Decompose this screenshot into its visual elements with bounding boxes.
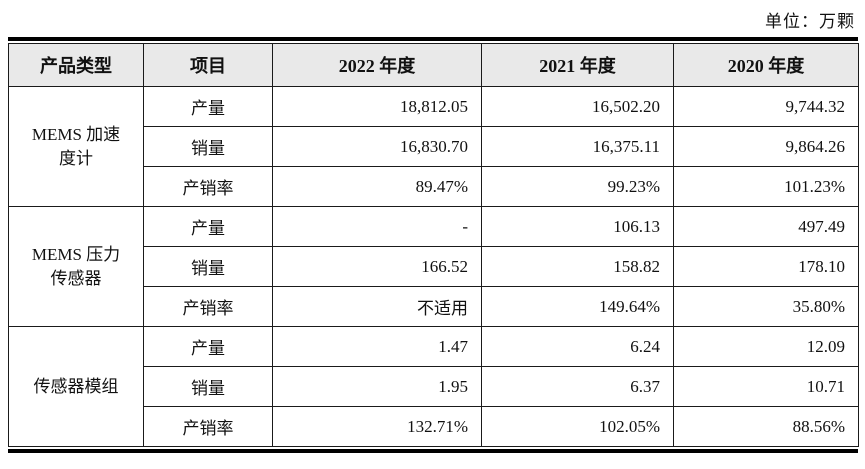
value-cell-2021: 16,375.11 <box>481 126 674 167</box>
value-cell-2021: 99.23% <box>481 166 674 207</box>
value-cell-2020: 9,864.26 <box>673 126 859 167</box>
item-cell: 销量 <box>143 246 273 287</box>
item-cell: 产量 <box>143 326 273 367</box>
item-cell: 销量 <box>143 366 273 407</box>
col-header-year-2022: 2022 年度 <box>272 43 482 87</box>
value-cell-2021: 6.37 <box>481 366 674 407</box>
table-row: 产销率 132.71% 102.05% 88.56% <box>9 406 859 447</box>
table-row: 销量 16,830.70 16,375.11 9,864.26 <box>9 126 859 167</box>
table-row: MEMS 加速 度计 产量 18,812.05 16,502.20 9,744.… <box>8 86 859 207</box>
value-cell-2022: 不适用 <box>272 286 482 327</box>
value-cell-2022: 1.95 <box>272 366 482 407</box>
production-sales-table: 产品类型 项目 2022 年度 2021 年度 2020 年度 MEMS 加速 … <box>8 37 859 453</box>
item-cell: 产销率 <box>143 286 273 327</box>
table-row: 传感器模组 产量 1.47 6.24 12.09 <box>8 326 859 447</box>
table-row: 产销率 不适用 149.64% 35.80% <box>9 286 859 327</box>
data-table: 产品类型 项目 2022 年度 2021 年度 2020 年度 MEMS 加速 … <box>8 43 859 447</box>
value-cell-2021: 6.24 <box>481 326 674 367</box>
value-cell-2020: 10.71 <box>673 366 859 407</box>
value-cell-2021: 158.82 <box>481 246 674 287</box>
value-cell-2020: 101.23% <box>673 166 859 207</box>
item-cell: 产量 <box>143 206 273 247</box>
value-cell-2022: 16,830.70 <box>272 126 482 167</box>
value-cell-2022: 166.52 <box>272 246 482 287</box>
value-cell-2021: 16,502.20 <box>481 86 674 127</box>
value-cell-2020: 9,744.32 <box>673 86 859 127</box>
value-cell-2020: 178.10 <box>673 246 859 287</box>
product-name-cell: 传感器模组 <box>8 326 144 447</box>
value-cell-2020: 35.80% <box>673 286 859 327</box>
table-row: 销量 1.95 6.37 10.71 <box>9 366 859 407</box>
value-cell-2022: 18,812.05 <box>272 86 482 127</box>
col-header-year-2021: 2021 年度 <box>481 43 674 87</box>
value-cell-2021: 106.13 <box>481 206 674 247</box>
product-name-cell: MEMS 压力 传感器 <box>8 206 144 327</box>
col-header-year-2020: 2020 年度 <box>673 43 859 87</box>
col-header-product-type: 产品类型 <box>8 43 144 87</box>
value-cell-2022: - <box>272 206 482 247</box>
value-cell-2022: 132.71% <box>272 406 482 447</box>
table-row: MEMS 压力 传感器 产量 - 106.13 497.49 <box>8 206 859 327</box>
value-cell-2020: 88.56% <box>673 406 859 447</box>
item-cell: 销量 <box>143 126 273 167</box>
value-cell-2020: 497.49 <box>673 206 859 247</box>
value-cell-2021: 102.05% <box>481 406 674 447</box>
value-cell-2021: 149.64% <box>481 286 674 327</box>
table-row: 销量 166.52 158.82 178.10 <box>9 246 859 287</box>
item-cell: 产销率 <box>143 166 273 207</box>
value-cell-2022: 89.47% <box>272 166 482 207</box>
header-row: 产品类型 项目 2022 年度 2021 年度 2020 年度 <box>8 43 859 87</box>
value-cell-2020: 12.09 <box>673 326 859 367</box>
table-row: 产销率 89.47% 99.23% 101.23% <box>9 166 859 207</box>
col-header-item: 项目 <box>143 43 273 87</box>
unit-label: 单位：万颗 <box>765 12 855 31</box>
value-cell-2022: 1.47 <box>272 326 482 367</box>
item-cell: 产量 <box>143 86 273 127</box>
item-cell: 产销率 <box>143 406 273 447</box>
product-name-cell: MEMS 加速 度计 <box>8 86 144 207</box>
